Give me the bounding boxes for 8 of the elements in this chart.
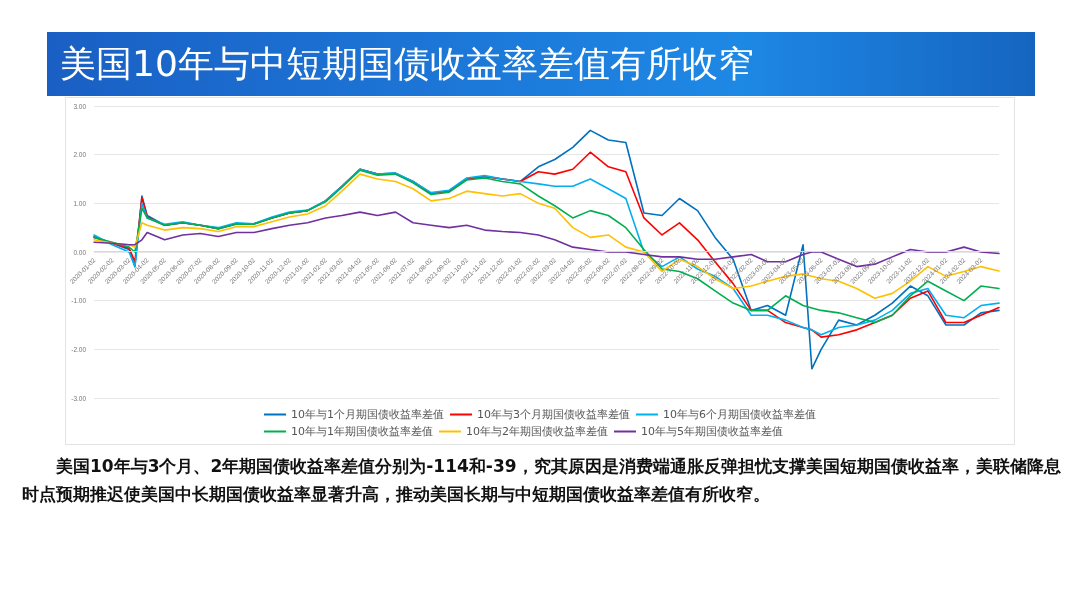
legend-label: 10年与2年期国债收益率差值 (466, 425, 608, 438)
legend-label: 10年与1年期国债收益率差值 (291, 425, 434, 438)
chart-title: 美国10年与中短期国债收益率差值有所收窄 (60, 42, 754, 86)
legend-label: 10年与1个月期国债收益率差值 (291, 408, 445, 421)
legend-label: 10年与3个月期国债收益率差值 (477, 408, 630, 421)
legend-label: 10年与5年期国债收益率差值 (641, 425, 783, 438)
text: 美国10年与3个月、2年期国债收益率差值分别为-114和-39，究其原因是消费端通胀反弹担忧支撑美国短期国债收益率，美联储降息时点预期推迟使美国中长期国债收益率显著升高，推动美国长期与中短期国债收益率差值有所收窄。 (22, 455, 1062, 506)
legend-label: 10年与6个月期国债收益率差值 (663, 408, 816, 421)
